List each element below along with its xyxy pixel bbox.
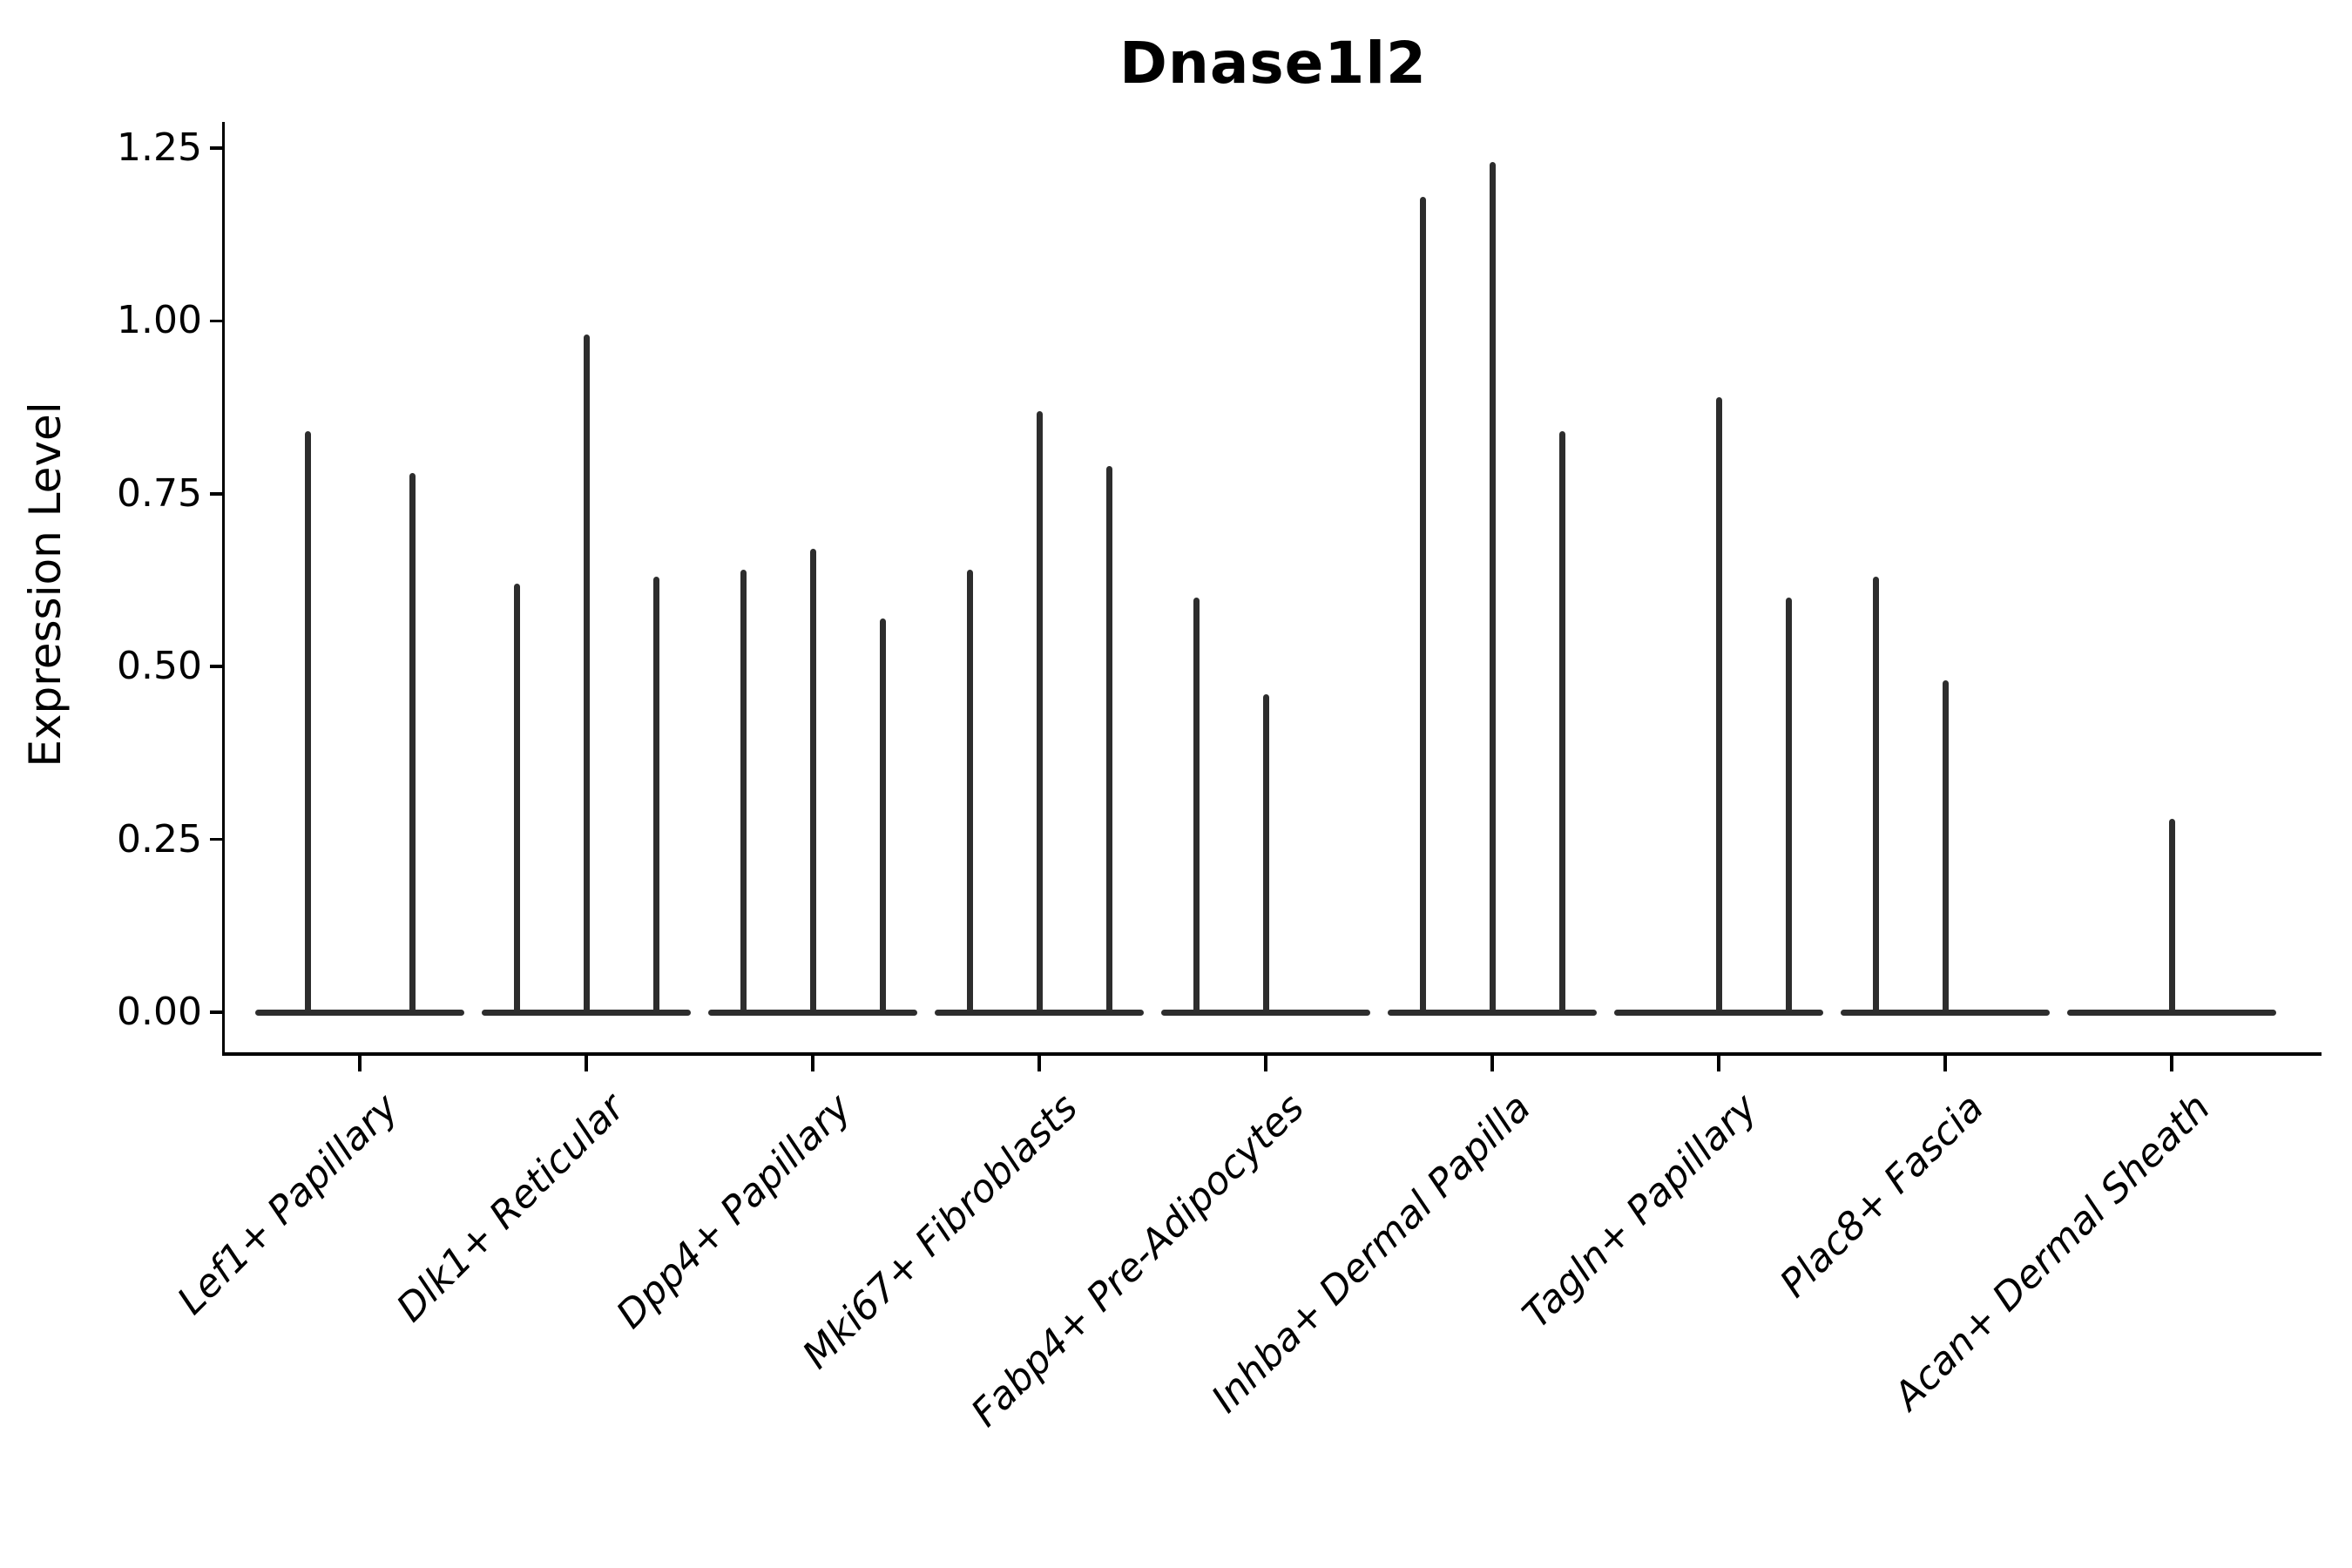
y-tick-mark xyxy=(209,146,222,150)
violin-baseline xyxy=(2067,1009,2276,1016)
y-tick-label: 0.00 xyxy=(117,990,202,1034)
x-tick-label: Dpp4+ Papillary xyxy=(608,1085,861,1338)
violin-baseline xyxy=(482,1009,691,1016)
x-tick-label: Acan+ Dermal Sheath xyxy=(1885,1085,2220,1419)
axis-spine-bottom xyxy=(221,1052,2322,1056)
violin-spike xyxy=(809,549,816,1012)
violin-spike xyxy=(1715,396,1722,1012)
violin-baseline xyxy=(1161,1009,1370,1016)
violin-spike xyxy=(304,431,311,1012)
y-tick-label: 1.00 xyxy=(117,298,202,343)
violin-spike xyxy=(740,570,747,1012)
x-tick-mark xyxy=(585,1055,588,1071)
violin-baseline xyxy=(1614,1009,1823,1016)
violin-spike xyxy=(966,570,973,1012)
violin-spike xyxy=(2168,818,2175,1012)
x-tick-mark xyxy=(811,1055,814,1071)
y-tick-label: 0.75 xyxy=(117,470,202,516)
violin-baseline xyxy=(935,1009,1144,1016)
violin-spike xyxy=(652,577,659,1012)
violin-spike xyxy=(1872,577,1879,1012)
axis-spine-left xyxy=(221,122,225,1056)
violin-spike xyxy=(1036,410,1043,1012)
violin-baseline xyxy=(708,1009,917,1016)
x-tick-label: Dlk1+ Reticular xyxy=(388,1085,634,1331)
violin-spike xyxy=(879,618,886,1012)
chart-title: Dnase1l2 xyxy=(1119,30,1427,97)
x-tick-label: Tagln+ Papillary xyxy=(1514,1085,1767,1337)
violin-baseline xyxy=(1841,1009,2050,1016)
y-tick-mark xyxy=(209,492,222,496)
x-tick-mark xyxy=(1037,1055,1041,1071)
violin-baseline xyxy=(255,1009,464,1016)
x-tick-label: Plac8+ Fascia xyxy=(1771,1085,1993,1307)
y-tick-mark xyxy=(209,1010,222,1014)
y-tick-mark xyxy=(209,837,222,841)
y-tick-label: 1.25 xyxy=(117,125,202,170)
violin-spike xyxy=(1105,466,1112,1012)
x-tick-mark xyxy=(2170,1055,2173,1071)
y-axis-label-text: Expression Level xyxy=(20,402,71,767)
violin-spike xyxy=(513,583,520,1012)
x-tick-mark xyxy=(1490,1055,1494,1071)
x-tick-mark xyxy=(358,1055,362,1071)
violin-spike xyxy=(1262,693,1269,1012)
violin-spike xyxy=(1558,431,1565,1012)
violin-spike xyxy=(1193,597,1200,1012)
x-tick-label: Fabp4+ Pre-Adipocytes xyxy=(963,1085,1314,1436)
violin-spike xyxy=(1489,161,1496,1012)
x-tick-label: Mki67+ Fibroblasts xyxy=(794,1085,1087,1378)
x-tick-label: Lef1+ Papillary xyxy=(169,1085,408,1324)
violin-baseline xyxy=(1388,1009,1597,1016)
violin-spike xyxy=(409,472,416,1012)
x-tick-mark xyxy=(1943,1055,1947,1071)
violin-spike xyxy=(583,335,590,1012)
y-tick-label: 0.25 xyxy=(117,816,202,862)
violin-spike xyxy=(1419,196,1426,1012)
y-tick-mark xyxy=(209,665,222,668)
y-tick-label: 0.50 xyxy=(117,644,202,689)
x-tick-label: Inhba+ Dermal Papilla xyxy=(1203,1085,1540,1422)
y-tick-mark xyxy=(209,319,222,323)
violin-spike xyxy=(1785,597,1792,1012)
x-tick-mark xyxy=(1717,1055,1720,1071)
x-tick-mark xyxy=(1264,1055,1267,1071)
violin-spike xyxy=(1942,680,1949,1012)
